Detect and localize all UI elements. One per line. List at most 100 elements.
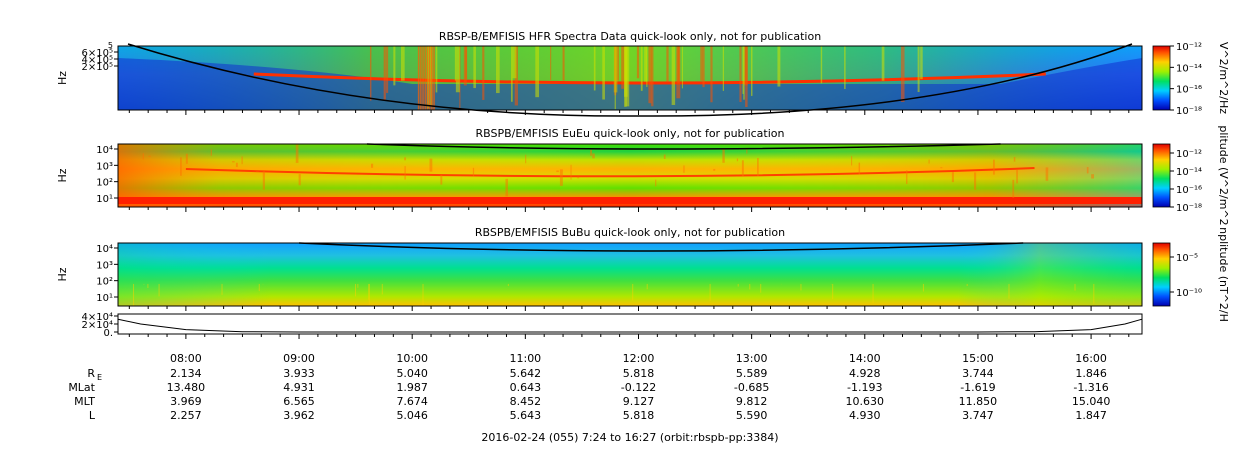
hfr-burst [431,46,433,110]
hfr-burst [671,46,676,105]
eueu-burst [746,147,748,154]
hfr-burst [742,46,744,94]
colorbar-tick-label: 10⁻⁵ [1176,253,1198,264]
panel-frame-2 [117,143,1143,208]
eueu-burst [556,170,559,173]
time-label: 13:00 [736,352,768,365]
eueu-burst [713,168,716,171]
hfr-burst [900,46,905,102]
ephemeris-value: 3.962 [283,409,315,422]
eueu-burst [1086,167,1089,174]
line-panel-frame [117,313,1143,335]
panel-title-1: RBSP-B/EMFISIS HFR Spectra Data quick-lo… [439,30,821,43]
ephemeris-value: 5.818 [623,367,655,380]
hfr-burst [482,46,485,100]
eueu-burst [559,169,563,186]
bubu-burst [143,283,145,285]
eueu-burst [577,176,580,179]
y-tick-label: 6×10⁵ [82,48,113,59]
eueu-burst [951,172,954,183]
eueu-burst [180,157,182,176]
hfr-burst [454,46,456,81]
y-tick-label: 10⁴ [96,145,113,156]
ephemeris-value: -0.685 [734,381,769,394]
y-tick-label: 10¹ [96,293,113,304]
ephemeris-value: 4.928 [849,367,881,380]
ephemeris-value: 5.590 [736,409,768,422]
eueu-burst [1091,174,1095,179]
ephemeris-value: 1.987 [396,381,428,394]
eueu-burst [262,171,265,190]
hfr-burst [676,46,681,99]
bubu-burst [737,283,739,287]
hfr-burst [625,46,630,107]
eueu-burst [185,153,188,164]
bubu-burst [507,283,509,286]
hfr-burst [739,46,742,103]
hfr-burst [820,46,823,84]
hfr-burst [651,46,654,107]
hfr-burst [702,46,705,88]
eueu-burst [1045,167,1049,181]
ephemeris-value: 2.257 [170,409,202,422]
panel-frame-1 [117,45,1143,111]
eueu-burst [404,157,406,161]
eueu-burst [256,171,259,173]
eueu-burst [525,154,527,164]
hfr-burst [881,46,885,81]
colorbar-tick-label: 10⁻¹⁶ [1176,185,1202,196]
eueu-burst [722,149,725,163]
panel-title-3: RBSPB/EMFISIS BuBu quick-look only, not … [475,226,785,239]
hfr-burst [644,46,647,82]
line-series [117,318,1143,333]
hfr-burst [562,46,565,81]
time-label: 12:00 [623,352,655,365]
hfr-burst [710,46,713,103]
hfr-burst [743,46,745,100]
eueu-burst [505,178,508,197]
hfr-burst [401,46,405,81]
bubu-burst [1074,283,1076,291]
hfr-burst [473,46,476,89]
panel-frame-3 [117,242,1143,307]
eueu-burst [741,160,744,177]
y-tick-label: 10² [96,277,113,288]
eueu-burst [663,154,666,159]
hfr-burst [681,46,683,89]
eueu-burst [906,170,908,184]
colorbar-tick-label: 10⁻¹⁸ [1176,203,1202,214]
eueu-burst [235,162,238,168]
ephemeris-value: 5.642 [510,367,542,380]
time-label: 14:00 [849,352,881,365]
y-tick-label: 2×10⁴ [82,320,113,331]
eueu-burst [404,166,406,180]
hfr-burst [624,46,627,107]
bubu-burst [872,283,874,304]
hfr-burst [614,46,616,110]
eueu-burst [1012,179,1015,198]
hfr-burst [648,46,652,104]
y-tick-label: 10⁴ [96,244,113,255]
eueu-burst [440,174,443,185]
hfr-burst [420,46,422,110]
time-label: 09:00 [283,352,315,365]
eueu-burst [928,159,930,164]
hfr-burst [455,46,460,93]
hfr-burst [535,46,540,98]
ephemeris-value: 9.812 [736,395,768,408]
eueu-burst [590,149,593,156]
hfr-burst [463,46,467,86]
time-label: 11:00 [509,352,541,365]
hfr-burst [424,46,427,110]
hfr-burst [426,46,429,110]
eueu-burst [232,161,235,163]
hfr-burst [750,46,753,96]
bubu-burst [1008,283,1010,299]
ephemeris-value: -1.619 [960,381,995,394]
eueu-burst [757,158,759,176]
colorbar-label-1: V^2/m^2/Hz [1217,42,1230,114]
colorbar-tick-label: 10⁻¹⁴ [1176,63,1202,74]
colorbar-3 [1152,242,1171,307]
ephemeris-value: 5.589 [736,367,768,380]
bubu-burst [357,283,359,288]
